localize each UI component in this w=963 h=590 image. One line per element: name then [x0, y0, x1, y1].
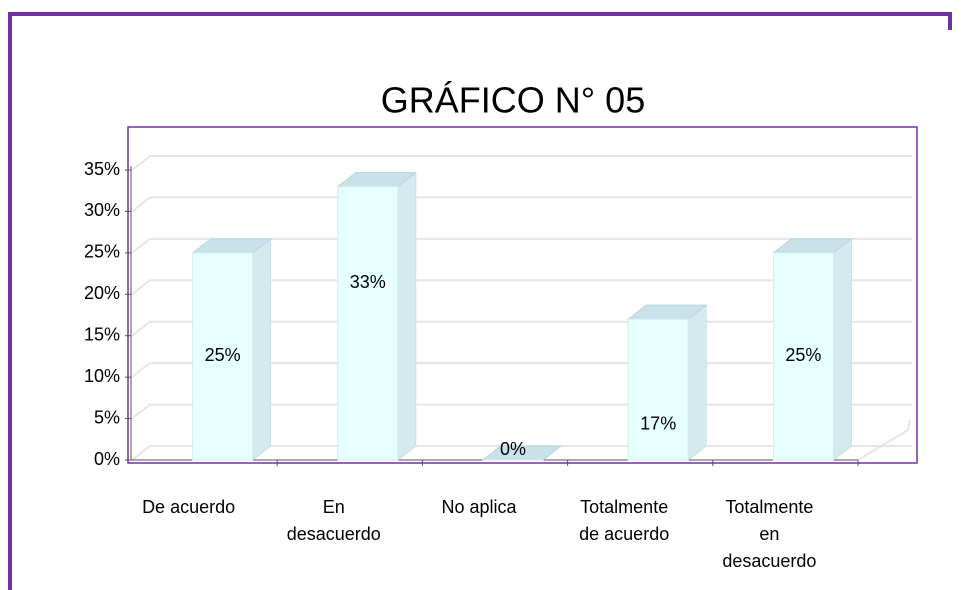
- bar-front: [627, 318, 689, 461]
- y-tick-label: 25%: [84, 242, 120, 262]
- bar-front: [337, 186, 399, 461]
- y-tick-label: 10%: [84, 366, 120, 386]
- bar: [626, 304, 708, 462]
- bar-side: [252, 237, 272, 462]
- y-tick-label: 5%: [94, 407, 120, 427]
- grid-line: [131, 196, 912, 213]
- bar-side: [687, 304, 707, 462]
- bar-side: [397, 171, 417, 462]
- y-tick-label: 35%: [84, 159, 120, 179]
- bar-side: [832, 237, 852, 462]
- grid-line: [131, 237, 912, 254]
- floor-edge: [857, 419, 911, 461]
- grid-line: [131, 279, 912, 296]
- x-tick-label: Totalmente de acuerdo: [579, 497, 670, 544]
- bar: [771, 237, 853, 462]
- y-tick-label: 15%: [84, 324, 120, 344]
- value-label: 17%: [640, 413, 676, 433]
- bar: [481, 445, 563, 461]
- value-label: 33%: [350, 272, 386, 292]
- x-tick-label: De acuerdo: [142, 497, 236, 517]
- value-label: 0%: [500, 439, 526, 459]
- y-tick-label: 20%: [84, 283, 120, 303]
- grid-line: [131, 155, 912, 171]
- y-tick-label: 0%: [94, 449, 120, 469]
- y-tick-label: 30%: [84, 200, 120, 220]
- value-label: 25%: [785, 345, 821, 365]
- bar-front: [192, 252, 254, 461]
- bar: [336, 171, 418, 462]
- plot-frame: [127, 126, 918, 464]
- bar-front: [772, 252, 834, 461]
- value-label: 25%: [205, 345, 241, 365]
- x-tick-label: En desacuerdo: [286, 497, 381, 544]
- bar: [191, 237, 273, 462]
- x-tick-label: Totalmente en desacuerdo: [722, 497, 817, 571]
- chart-title: GRÁFICO N° 05: [381, 80, 645, 121]
- x-tick-label: No aplica: [441, 497, 517, 517]
